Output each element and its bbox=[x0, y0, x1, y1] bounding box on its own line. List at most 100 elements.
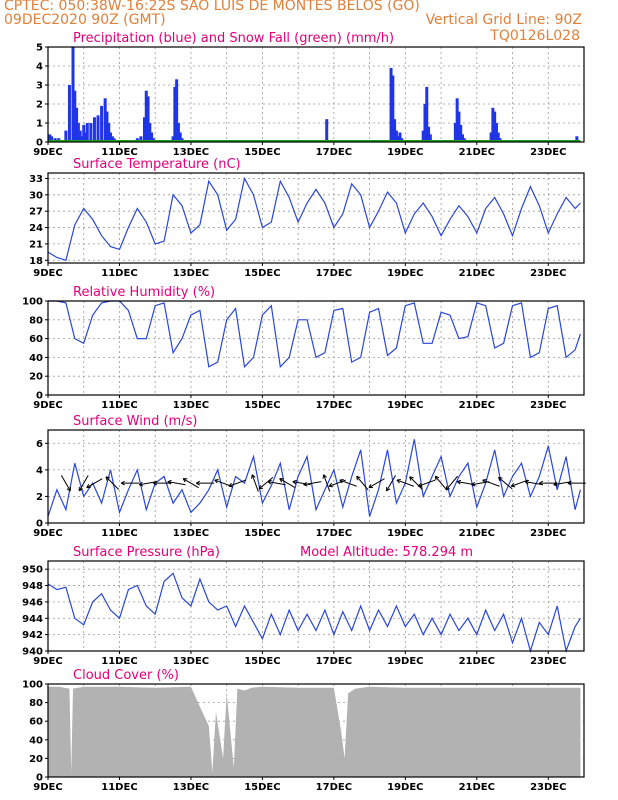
temperature-ytick-label: 33 bbox=[29, 174, 43, 185]
wind-arrow-head bbox=[167, 479, 172, 485]
wind-direction-arrow bbox=[386, 475, 396, 492]
cloud-xtick-label: 13DEC bbox=[173, 782, 209, 793]
cloud-frame bbox=[47, 683, 585, 778]
wind-direction-arrow bbox=[78, 475, 89, 492]
wind-panel: 0 2 4 6 9DEC 11DEC 13DEC 15DEC 17DEC 19DEC 21DEC 23… bbox=[33, 414, 586, 539]
precip-bar bbox=[67, 85, 71, 142]
wind-arrow-shaft bbox=[78, 475, 89, 492]
wind-arrow-head bbox=[567, 480, 572, 486]
humidity-title: Relative Humidity (%) bbox=[73, 285, 215, 300]
temperature-ytick-label: 24 bbox=[29, 223, 43, 234]
wind-arrow-head bbox=[553, 481, 558, 487]
pressure-panel: 940 942 944 946 948 950 9DEC 11DEC 13DEC 15DEC 17D… bbox=[22, 545, 585, 667]
humidity-ytick-label: 100 bbox=[22, 297, 43, 308]
wind-direction-arrow bbox=[251, 474, 259, 492]
wind-xtick-label: 21DEC bbox=[459, 528, 495, 539]
precip-bar bbox=[142, 117, 146, 142]
wind-arrow-head bbox=[434, 475, 440, 481]
cloud-ytick-label: 60 bbox=[29, 717, 43, 728]
humidity-series-line bbox=[48, 300, 581, 369]
temperature-title: Surface Temperature (nC) bbox=[73, 157, 241, 172]
wind-arrow-head bbox=[228, 482, 233, 488]
wind-arrow-head bbox=[153, 480, 158, 486]
wind-arrow-shaft bbox=[339, 479, 357, 487]
wind-arrow-shaft bbox=[258, 476, 274, 490]
wind-arrow-head bbox=[267, 479, 272, 485]
wind-xtick-label: 17DEC bbox=[316, 528, 352, 539]
pressure-ytick-label: 946 bbox=[22, 597, 43, 608]
cloud-panel: 0 20 40 60 80 100 9DEC 11DEC 13DEC 15DEC 17DEC 19DE… bbox=[22, 668, 585, 793]
wind-arrow-shaft bbox=[396, 479, 414, 487]
wind-direction-arrow bbox=[86, 478, 103, 489]
wind-arrow-shaft bbox=[303, 481, 322, 486]
precip-bar bbox=[76, 123, 80, 142]
precip-bar bbox=[428, 134, 432, 142]
wind-arrow-head bbox=[417, 482, 423, 488]
precip-bar bbox=[84, 132, 88, 142]
wind-arrow-head bbox=[524, 479, 530, 485]
wind-arrow-head bbox=[368, 483, 373, 489]
wind-arrow-shaft bbox=[214, 479, 232, 487]
wind-direction-arrow bbox=[105, 476, 120, 490]
wind-xtick-label: 19DEC bbox=[387, 528, 423, 539]
precip-xtick-label: 9DEC bbox=[33, 147, 62, 158]
precip-bar bbox=[489, 132, 493, 142]
precip-bar bbox=[146, 96, 150, 142]
wind-arrow-shaft bbox=[182, 478, 199, 489]
wind-arrow-head bbox=[539, 480, 544, 486]
wind-xtick-label: 11DEC bbox=[101, 528, 137, 539]
precip-bar bbox=[398, 132, 402, 142]
wind-ytick-label: 6 bbox=[36, 439, 43, 450]
pressure-title: Surface Pressure (hPa) bbox=[73, 545, 220, 560]
wind-direction-arrow bbox=[471, 481, 490, 487]
pressure-xtick-label: 17DEC bbox=[316, 656, 352, 667]
wind-ytick-label: 0 bbox=[36, 519, 43, 530]
wind-arrow-shaft bbox=[553, 481, 572, 486]
precip-bar bbox=[423, 104, 427, 142]
precip-bar bbox=[100, 105, 104, 142]
wind-arrow-head bbox=[66, 486, 71, 492]
wind-arrow-head bbox=[409, 476, 414, 481]
precip-bar bbox=[105, 111, 109, 142]
pressure-xtick-label: 11DEC bbox=[101, 656, 137, 667]
wind-direction-arrow bbox=[195, 480, 215, 486]
humidity-xtick-label: 17DEC bbox=[316, 400, 352, 411]
pressure-ytick-label: 950 bbox=[22, 565, 43, 576]
humidity-xtick-label: 19DEC bbox=[387, 400, 423, 411]
precip-bar bbox=[78, 130, 82, 142]
wind-arrow-head bbox=[322, 474, 327, 479]
cloud-xtick-label: 21DEC bbox=[459, 782, 495, 793]
precip-bar bbox=[80, 136, 84, 142]
wind-arrow-head bbox=[120, 480, 125, 486]
wind-direction-arrow bbox=[258, 476, 274, 490]
wind-arrow-head bbox=[328, 482, 334, 488]
wind-direction-arrow bbox=[167, 479, 186, 486]
wind-arrow-shaft bbox=[525, 481, 543, 486]
cloud-ytick-label: 0 bbox=[36, 773, 43, 784]
temperature-panel: 18 21 24 27 30 33 9DEC 11DEC 13DEC 15DEC 17DEC 19DE… bbox=[29, 157, 585, 279]
humidity-xtick-label: 11DEC bbox=[101, 400, 137, 411]
temperature-ytick-label: 30 bbox=[29, 190, 43, 201]
pressure-ytick-label: 940 bbox=[22, 647, 43, 658]
precip-bar bbox=[455, 98, 459, 142]
humidity-xtick-label: 15DEC bbox=[244, 400, 280, 411]
wind-arrow-head bbox=[303, 481, 308, 487]
pressure-xtick-label: 15DEC bbox=[244, 656, 280, 667]
precip-ytick-label: 5 bbox=[36, 43, 43, 54]
wind-direction-arrow bbox=[153, 480, 172, 486]
pressure-xtick-label: 9DEC bbox=[33, 656, 62, 667]
wind-direction-arrow bbox=[214, 478, 232, 487]
humidity-frame bbox=[47, 300, 585, 396]
wind-direction-arrow bbox=[445, 475, 458, 491]
precip-bar bbox=[453, 123, 457, 142]
wind-arrow-shaft bbox=[105, 476, 120, 490]
precip-bar bbox=[461, 134, 465, 142]
cloud-title: Cloud Cover (%) bbox=[73, 668, 179, 683]
wind-arrow-head bbox=[258, 485, 264, 490]
wind-direction-arrow bbox=[322, 474, 331, 492]
wind-arrow-head bbox=[339, 478, 344, 484]
humidity-ytick-label: 20 bbox=[29, 372, 43, 383]
precip-bar bbox=[325, 119, 329, 142]
precip-panel: 0 1 2 3 4 5 9DEC 11DEC 13DEC 15DEC 17DEC 19DEC 21DEC… bbox=[33, 31, 585, 158]
wind-arrow-head bbox=[251, 474, 256, 479]
